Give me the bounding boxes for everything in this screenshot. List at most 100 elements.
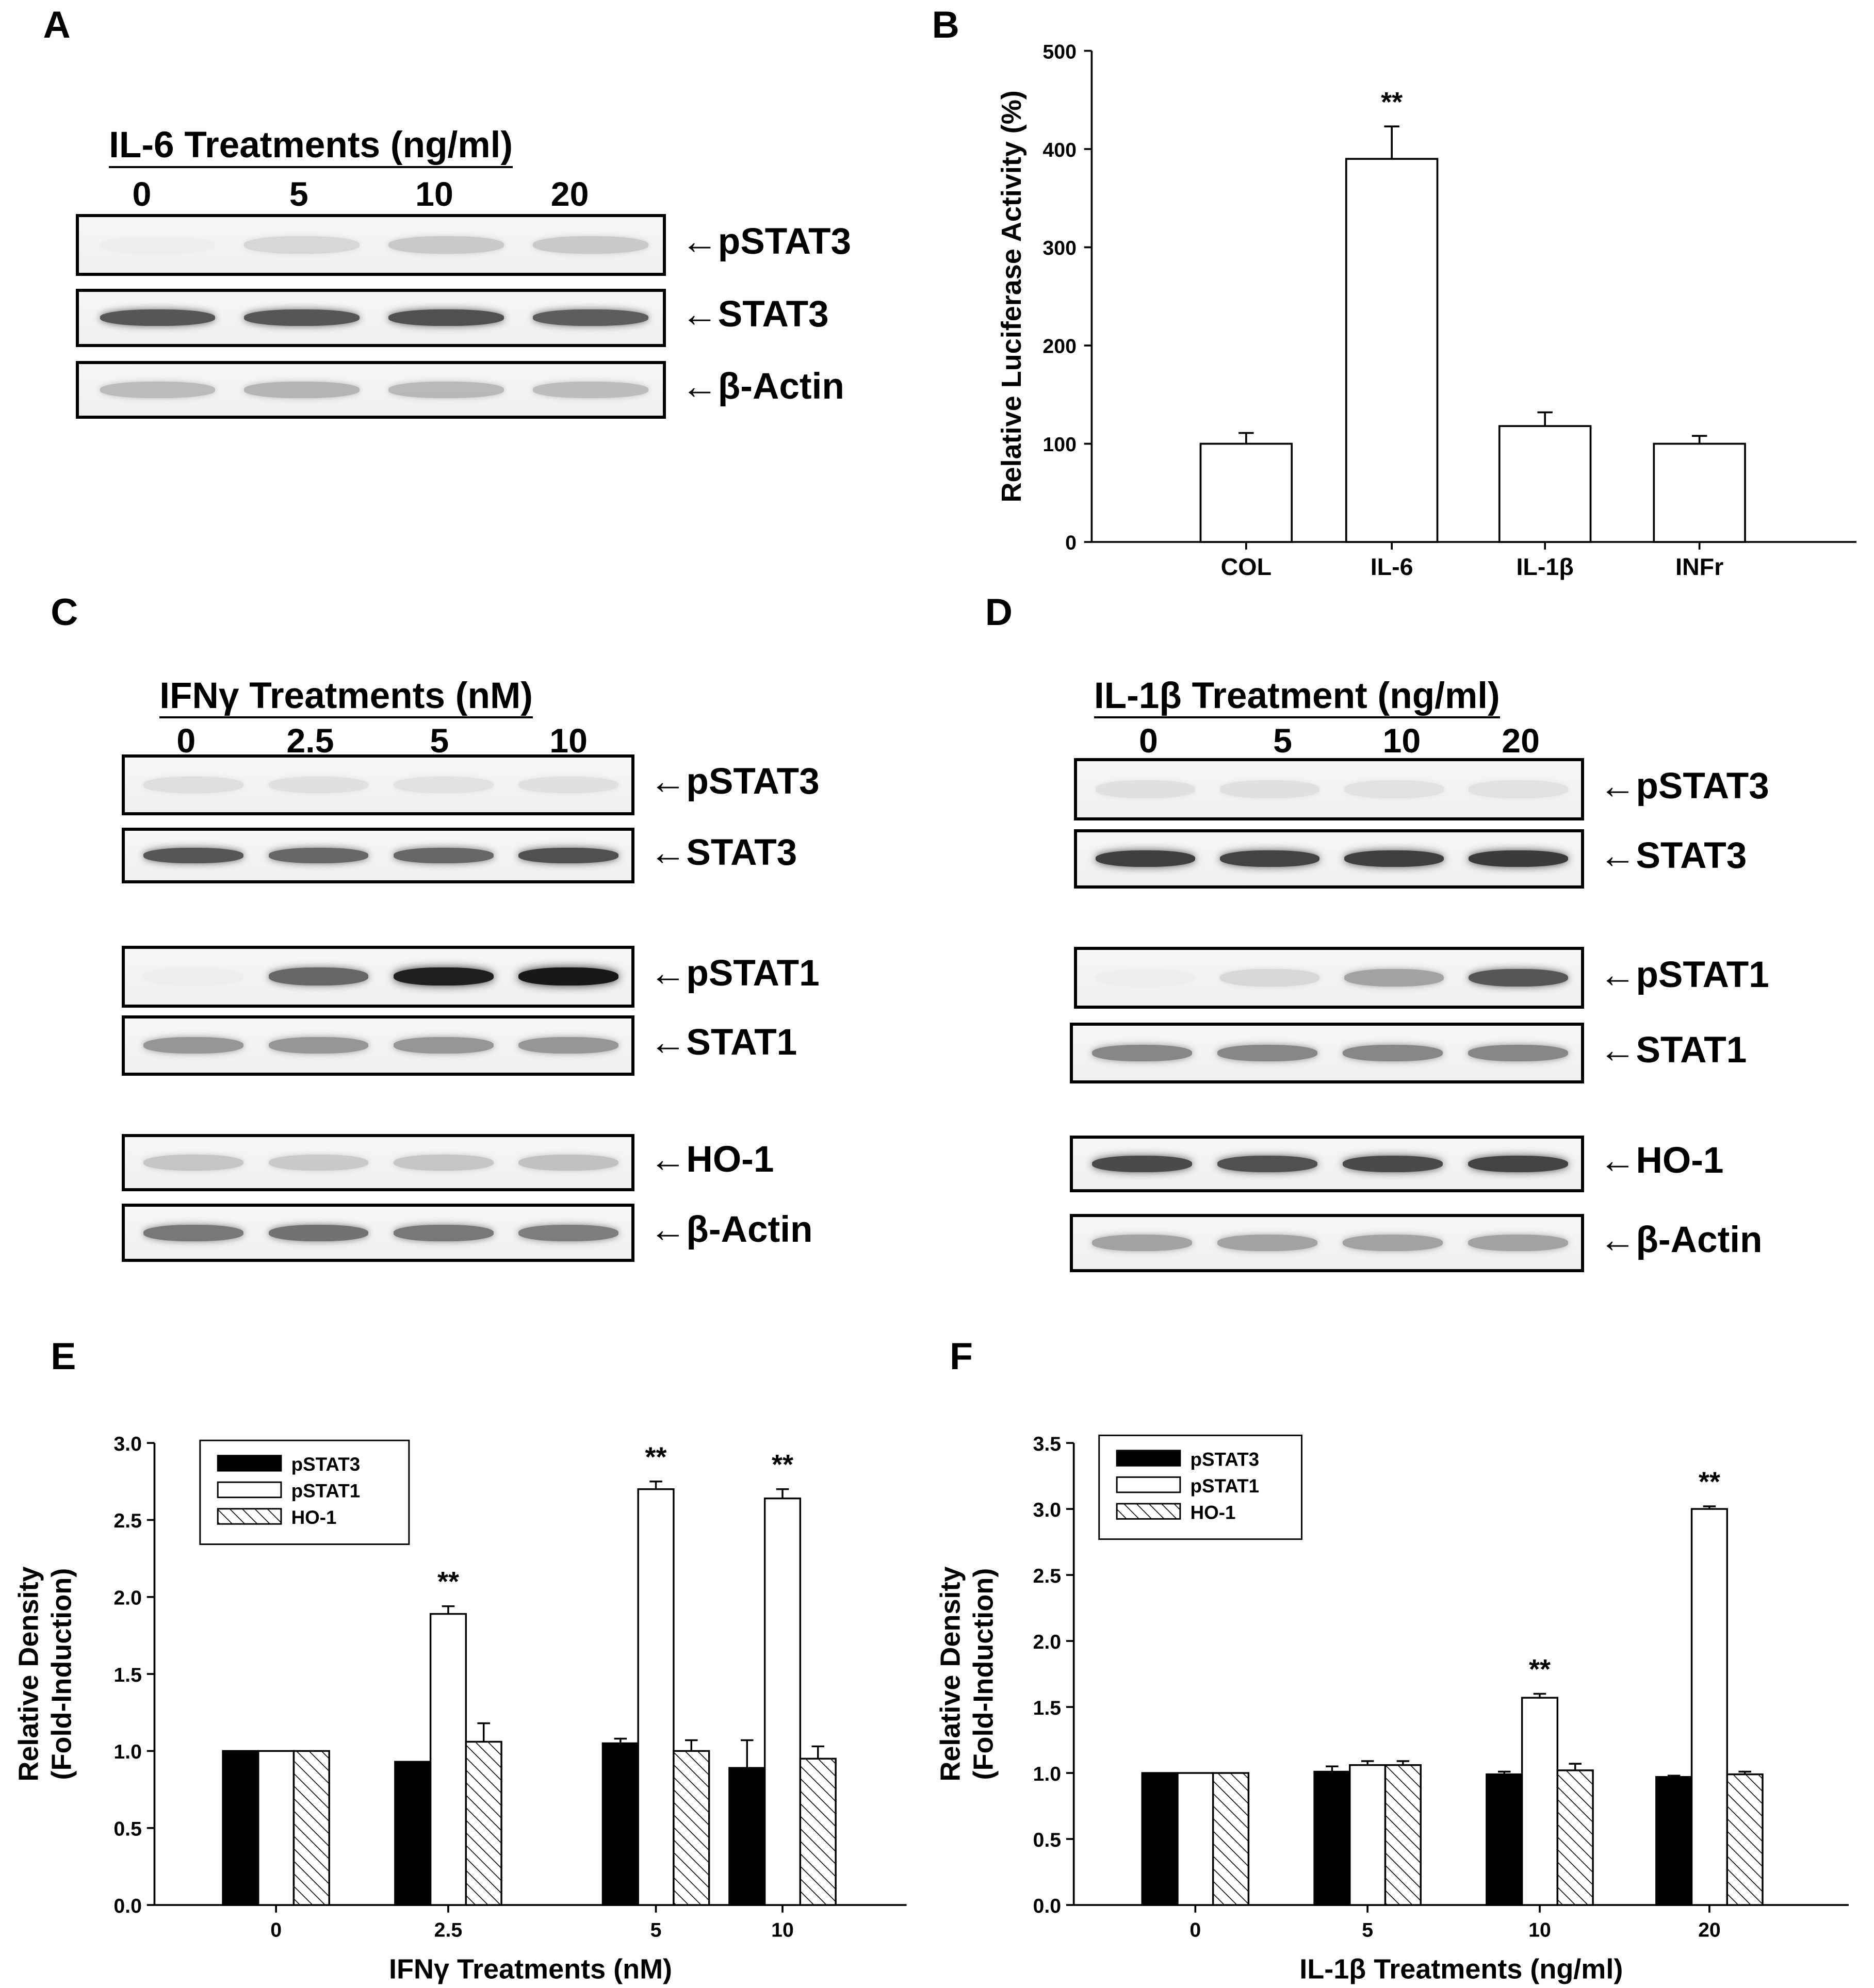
protein-band	[268, 848, 369, 863]
legend-swatch-pstat3	[217, 1455, 282, 1472]
y-tick-label: 0.0	[113, 1895, 142, 1917]
significance-marker: **	[1699, 1467, 1720, 1498]
protein-band	[268, 1154, 369, 1171]
protein-band	[1468, 1155, 1569, 1172]
legend-swatch-pstat1	[1116, 1476, 1181, 1493]
arrow-left-icon: ←	[649, 1139, 687, 1180]
legend-label-pstat3: pSTAT3	[291, 1454, 361, 1475]
protein-band	[1095, 968, 1195, 987]
protein-band	[1095, 850, 1195, 867]
bar-pstat1	[1177, 1772, 1214, 1907]
blot-label-ho-1: ← HO-1	[1599, 1140, 1723, 1181]
y-tick-label: 300	[1042, 237, 1077, 259]
blot-protein-name: pSTAT3	[1636, 765, 1769, 807]
protein-band	[143, 967, 244, 985]
protein-band	[1344, 780, 1444, 798]
y-tick-label: 1.0	[113, 1740, 142, 1763]
arrow-left-icon: ←	[1599, 765, 1636, 807]
protein-band	[533, 309, 648, 326]
protein-band	[1091, 1045, 1193, 1062]
chart-panel-b: 0 100 200 300 400 500 COL IL-6 ** IL-1β INFr Relati…	[996, 40, 1856, 580]
blot-strip-stat3	[121, 828, 634, 884]
legend-label-ho-1: HO-1	[291, 1507, 337, 1528]
blot-protein-name: pSTAT1	[686, 953, 820, 994]
bar-pstat3	[728, 1767, 766, 1907]
y-tick-label: 0.0	[1033, 1895, 1061, 1917]
dose-label: 0	[132, 175, 152, 213]
x-tick-label: IL-6	[1370, 553, 1413, 580]
blot-label-stat1: ← STAT1	[1599, 1029, 1747, 1071]
x-tick-label: 2.5	[434, 1919, 463, 1942]
blot-protein-name: β-Actin	[1636, 1219, 1763, 1260]
chart-panel-e: 0.0 0.5 1.0 1.5 2.0 2.5 3.0 0 2.5 ** 5 ** 10 ** IFNγ T…	[13, 1433, 907, 1985]
protein-band	[244, 309, 360, 326]
dose-label: 5	[430, 722, 449, 761]
protein-band	[1344, 850, 1444, 867]
arrow-left-icon: ←	[1599, 1140, 1636, 1181]
significance-marker: **	[1529, 1654, 1551, 1685]
protein-band	[388, 381, 504, 398]
protein-band	[1469, 780, 1569, 798]
protein-band	[1469, 850, 1569, 867]
protein-band	[1217, 1155, 1318, 1172]
blot-strip-actin	[76, 360, 666, 419]
x-tick-label: 10	[1528, 1919, 1551, 1942]
x-tick-label: IL-1β	[1516, 553, 1573, 580]
protein-band	[393, 776, 494, 793]
protein-band	[268, 1224, 369, 1241]
legend-label-pstat1: pSTAT1	[291, 1481, 361, 1502]
arrow-left-icon: ←	[1599, 835, 1636, 876]
protein-band	[100, 309, 216, 326]
arrow-left-icon: ←	[649, 1022, 687, 1063]
bar-pstat1	[637, 1488, 675, 1907]
protein-band	[1091, 1235, 1193, 1252]
bar-ho-1	[673, 1750, 710, 1907]
arrow-left-icon: ←	[649, 832, 687, 873]
treatment-title: IFNγ Treatments (nM)	[159, 677, 533, 719]
protein-band	[393, 848, 494, 863]
blot-strip-ho-1	[1070, 1135, 1584, 1193]
panel-letter-c: C	[51, 590, 78, 633]
protein-band	[1342, 1235, 1443, 1252]
blot-strip-stat1	[121, 1015, 634, 1076]
blot-strip-actin	[121, 1204, 634, 1262]
bar-pstat1	[763, 1498, 802, 1907]
protein-band	[518, 1037, 619, 1054]
blot-strip-pstat1	[1073, 947, 1584, 1009]
y-tick-label: 500	[1042, 40, 1077, 63]
x-tick-label: 0	[1189, 1919, 1201, 1942]
bar-pstat3	[1486, 1773, 1523, 1907]
blot-protein-name: STAT1	[1636, 1029, 1747, 1071]
y-tick-label: 2.0	[1033, 1631, 1061, 1653]
bar-ho-1	[292, 1750, 330, 1907]
bar-ho-1	[465, 1741, 502, 1907]
dose-label: 20	[550, 175, 589, 213]
y-axis-label: Relative Luciferase Activity (%)	[996, 90, 1026, 502]
y-tick-label: 0.5	[1033, 1829, 1061, 1851]
y-tick-label: 1.5	[1033, 1697, 1061, 1719]
protein-band	[1220, 780, 1320, 798]
x-tick-label: 5	[650, 1919, 662, 1942]
bar-pstat3	[394, 1761, 432, 1907]
blot-label-pstat1: ← pSTAT1	[1599, 954, 1769, 996]
arrow-left-icon: ←	[649, 761, 687, 802]
bar-pstat1	[1348, 1764, 1387, 1907]
legend-label-pstat3: pSTAT3	[1190, 1449, 1259, 1470]
blot-label-actin: ← β-Actin	[1599, 1219, 1762, 1261]
blot-label-stat3: ← STAT3	[1599, 835, 1747, 877]
y-axis-label: Relative Density	[935, 1567, 966, 1782]
protein-band	[100, 236, 216, 254]
legend-swatch-ho-1	[1116, 1503, 1181, 1520]
protein-band	[1217, 1045, 1318, 1062]
significance-marker: **	[772, 1449, 793, 1480]
protein-band	[1468, 1235, 1569, 1252]
y-tick-label: 0	[1065, 531, 1077, 554]
y-tick-label: 2.0	[113, 1587, 142, 1609]
significance-marker: **	[437, 1566, 459, 1597]
panel-letter-a: A	[43, 3, 71, 46]
protein-band	[388, 309, 504, 326]
protein-band	[1342, 1155, 1443, 1172]
chart-panel-f: 0.0 0.5 1.0 1.5 2.0 2.5 3.0 3.5 0 5 10 ** 20 ** IL-1β …	[935, 1433, 1849, 1985]
dose-label: 0	[176, 722, 196, 761]
